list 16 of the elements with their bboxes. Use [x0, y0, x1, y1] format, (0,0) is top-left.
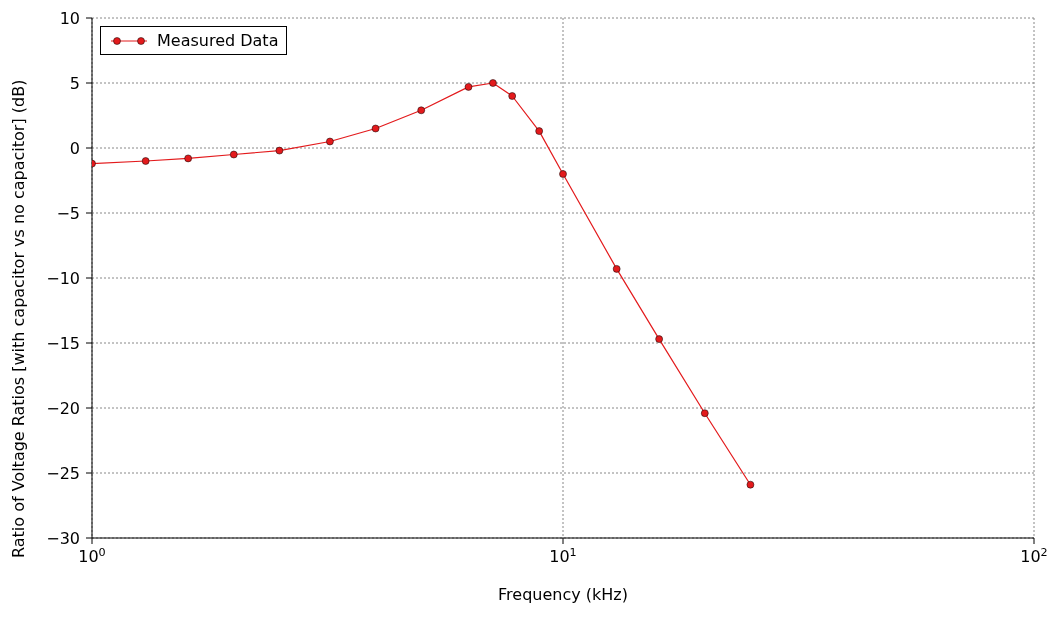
- y-tick-label: 10: [59, 9, 80, 28]
- y-tick-label: 0: [69, 139, 80, 158]
- y-tick-label: −5: [56, 204, 80, 223]
- x-tick-label: 10$^{0}$: [78, 545, 106, 566]
- legend-label: Measured Data: [157, 31, 279, 50]
- y-tick-label: 5: [69, 74, 80, 93]
- y-tick-label: −10: [46, 269, 80, 288]
- y-tick-label: −20: [46, 399, 80, 418]
- x-axis-title: Frequency (kHz): [498, 585, 628, 604]
- x-tick-label: 10$^{1}$: [549, 545, 577, 566]
- y-tick-label: −30: [46, 529, 80, 548]
- x-tick-label: 10$^{2}$: [1020, 545, 1048, 566]
- y-tick-label: −15: [46, 334, 80, 353]
- y-tick-label: −25: [46, 464, 80, 483]
- legend-box: Measured Data: [100, 26, 288, 55]
- y-axis-title: Ratio of Voltage Ratios [with capacitor vs no capacitor] (dB): [8, 79, 28, 558]
